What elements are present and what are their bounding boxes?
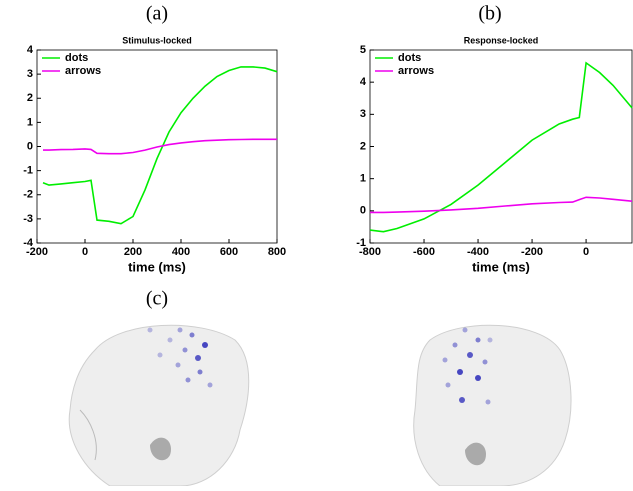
- y-tick-label: 1: [360, 173, 366, 185]
- y-tick-label: 5: [360, 44, 366, 56]
- x-tick-label: -600: [413, 246, 435, 258]
- legend-label: arrows: [65, 65, 101, 77]
- legend-label: dots: [65, 52, 88, 64]
- y-tick-label: 4: [360, 76, 367, 88]
- line: [370, 197, 632, 212]
- x-tick-label: 0: [583, 246, 589, 258]
- y-tick-label: -2: [23, 189, 33, 201]
- x-tick-label: 0: [82, 246, 88, 258]
- x-tick-label: 600: [220, 246, 238, 258]
- legend-label: dots: [398, 52, 421, 64]
- y-tick-label: 1: [27, 116, 33, 128]
- y-tick-label: 3: [27, 68, 33, 80]
- x-tick-label: -800: [359, 246, 381, 258]
- figure: (a) (b) (c) Stimulus-lockedtime (ms)-4-3…: [0, 0, 633, 486]
- panel-label: (c): [146, 288, 168, 310]
- x-tick-label: 200: [124, 246, 142, 258]
- panel-label: (b): [478, 3, 501, 25]
- line: [43, 67, 277, 224]
- head-left: [69, 325, 249, 486]
- panel-label: (a): [146, 3, 168, 25]
- y-tick-label: -1: [23, 165, 33, 177]
- x-tick-label: 800: [268, 246, 286, 258]
- y-tick-label: -3: [23, 213, 33, 225]
- x-tick-label: -200: [26, 246, 48, 258]
- plot-frame: [370, 50, 632, 243]
- chart-title: Response-locked: [464, 35, 539, 45]
- y-tick-label: 0: [27, 140, 33, 152]
- chart-title: Stimulus-locked: [122, 35, 192, 45]
- y-tick-label: 4: [27, 44, 34, 56]
- y-tick-label: 2: [27, 92, 33, 104]
- x-tick-label: -200: [521, 246, 543, 258]
- x-tick-label: 400: [172, 246, 190, 258]
- y-tick-label: 3: [360, 108, 366, 120]
- x-tick-label: -400: [467, 246, 489, 258]
- y-tick-label: 0: [360, 205, 366, 217]
- legend-label: arrows: [398, 65, 434, 77]
- y-tick-label: 2: [360, 140, 366, 152]
- x-axis-label: time (ms): [128, 259, 186, 274]
- head-right: [414, 325, 571, 486]
- x-axis-label: time (ms): [472, 259, 530, 274]
